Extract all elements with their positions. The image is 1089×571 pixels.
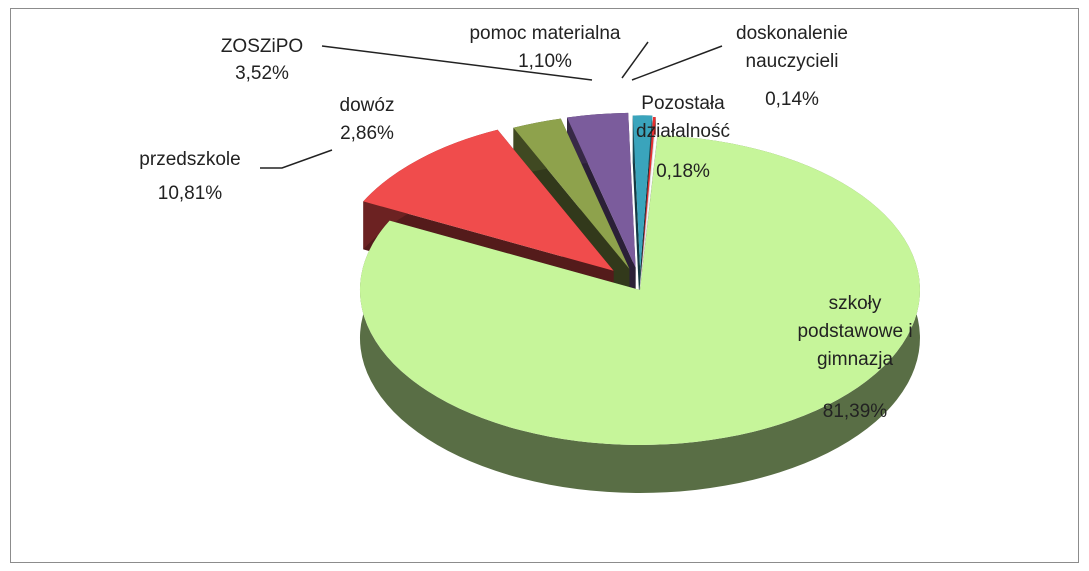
value-label: 1,10%: [518, 51, 572, 72]
slice: [639, 134, 659, 291]
category-label: szkoły podstawowe i gimnazja: [797, 293, 913, 370]
slice-cut-face: [632, 115, 641, 319]
leader-line: [321, 45, 593, 81]
leader-line: [260, 149, 333, 169]
pie: [359, 112, 920, 493]
value-label: 2,86%: [340, 123, 394, 144]
value-label: 81,39%: [822, 401, 888, 422]
leader-line: [631, 45, 723, 81]
value-label: 10,81%: [157, 183, 223, 204]
category-label: przedszkole: [139, 149, 241, 170]
category-label: Pozostała działalność: [636, 93, 730, 142]
value-label: 0,14%: [765, 89, 819, 110]
slice: [359, 135, 920, 445]
leader-line: [621, 41, 649, 79]
category-label: doskonalenie nauczycieli: [736, 23, 848, 72]
slice: [513, 118, 630, 269]
leader-lines: [260, 41, 723, 169]
category-label: dowóz: [339, 95, 395, 116]
category-label: ZOSZiPO: [220, 36, 304, 57]
value-label: 3,52%: [235, 63, 289, 84]
slice: [567, 112, 636, 268]
slice: [632, 115, 653, 271]
category-label: pomoc materialna: [469, 23, 621, 44]
slice: [363, 129, 614, 271]
value-label: 0,18%: [656, 161, 710, 182]
